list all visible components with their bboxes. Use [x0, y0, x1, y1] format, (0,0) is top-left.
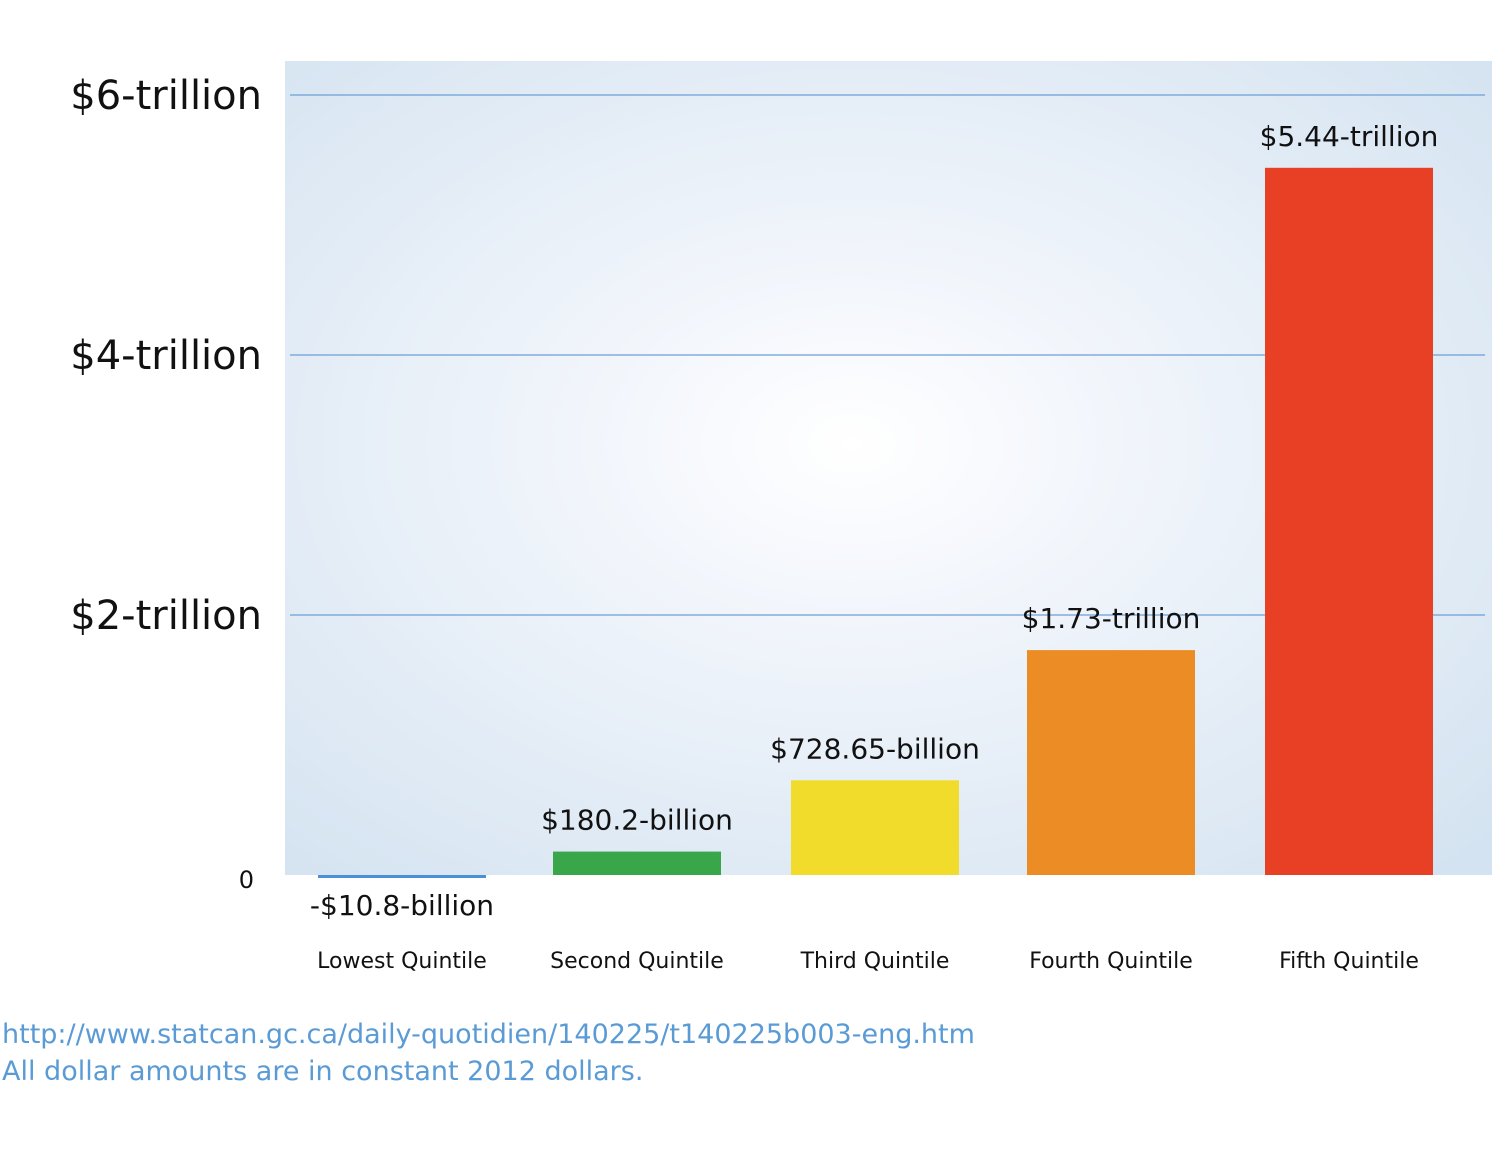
- x-axis-category-labels: Lowest Quintile Second Quintile Third Quin…: [317, 949, 1419, 974]
- x-category-label: Second Quintile: [550, 949, 724, 974]
- source-link[interactable]: http://www.statcan.gc.ca/daily-quotidien…: [2, 1019, 975, 1050]
- y-tick-label: 0: [239, 866, 254, 894]
- data-labels: -$10.8-billion $180.2-billion $728.65-bill…: [310, 120, 1438, 922]
- bars: [318, 167, 1433, 878]
- x-category-label: Fifth Quintile: [1279, 949, 1419, 974]
- bar: [1265, 167, 1433, 876]
- x-category-label: Lowest Quintile: [317, 949, 487, 974]
- x-category-label: Fourth Quintile: [1029, 949, 1193, 974]
- y-tick-label: $2-trillion: [70, 593, 262, 639]
- data-label: $728.65-billion: [770, 732, 980, 765]
- x-category-label: Third Quintile: [800, 949, 950, 974]
- data-label: $180.2-billion: [541, 804, 733, 837]
- chart-notes: http://www.statcan.gc.ca/daily-quotidien…: [2, 1016, 975, 1090]
- data-label: $1.73-trillion: [1022, 602, 1201, 635]
- caption-note: All dollar amounts are in constant 2012 …: [2, 1056, 644, 1087]
- y-axis-tick-labels: 0 $2-trillion $4-trillion $6-trillion: [70, 73, 262, 894]
- bar: [318, 875, 486, 878]
- data-label: -$10.8-billion: [310, 889, 494, 922]
- bar: [1027, 650, 1195, 875]
- bar: [791, 780, 959, 875]
- y-tick-label: $6-trillion: [70, 73, 262, 119]
- y-tick-label: $4-trillion: [70, 333, 262, 379]
- data-label: $5.44-trillion: [1260, 120, 1439, 153]
- bar: [553, 851, 721, 875]
